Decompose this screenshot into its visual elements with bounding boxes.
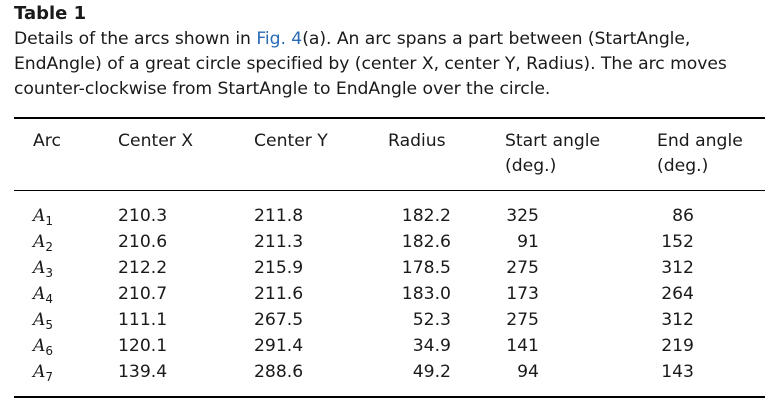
- cell-end-angle: 219: [661, 336, 694, 356]
- caption-text: Details of the arcs shown in: [14, 29, 257, 49]
- header-center-x: Center X: [118, 131, 194, 151]
- cell-end-angle: 264: [661, 284, 694, 304]
- arc-symbol: A: [33, 336, 46, 356]
- header-start-angle-line1: Start angle: [505, 131, 601, 151]
- cell-radius: 182.6: [401, 232, 451, 252]
- cell-start-angle: 94: [517, 362, 539, 382]
- cell-arc: A3: [33, 255, 53, 282]
- cell-arc: A1: [33, 203, 53, 230]
- cell-center-x: 210.3: [118, 206, 168, 226]
- cell-center-x: 139.4: [118, 362, 168, 382]
- cell-radius: 49.2: [412, 362, 451, 382]
- cell-radius: 182.2: [401, 206, 451, 226]
- cell-center-y: 291.4: [254, 336, 304, 356]
- arc-subscript: 4: [45, 292, 54, 306]
- cell-end-angle: 152: [661, 232, 694, 252]
- caption-text: (a). An arc spans a part between (StartA…: [302, 29, 691, 49]
- header-end-angle-line1: End angle: [657, 131, 743, 151]
- cell-radius: 52.3: [412, 310, 451, 330]
- cell-radius: 178.5: [401, 258, 451, 278]
- cell-center-x: 210.7: [118, 284, 168, 304]
- header-arc: Arc: [33, 131, 61, 151]
- cell-center-y: 267.5: [254, 310, 304, 330]
- cell-center-y: 211.8: [254, 206, 304, 226]
- arc-subscript: 7: [45, 370, 54, 384]
- table-title: Table 1: [14, 3, 87, 24]
- header-center-y: Center Y: [254, 131, 328, 151]
- header-end-angle: End angle (deg.): [657, 129, 743, 179]
- arc-symbol: A: [33, 206, 46, 226]
- caption-line-3: counter-clockwise from StartAngle to End…: [14, 79, 551, 99]
- cell-start-angle: 91: [517, 232, 539, 252]
- header-start-angle-line2: (deg.): [505, 156, 557, 176]
- cell-center-x: 111.1: [118, 310, 168, 330]
- caption-line-2: EndAngle) of a great circle specified by…: [14, 54, 727, 74]
- arc-symbol: A: [33, 362, 46, 382]
- cell-radius: 34.9: [412, 336, 451, 356]
- arc-subscript: 2: [45, 240, 54, 254]
- header-radius: Radius: [388, 131, 446, 151]
- cell-arc: A2: [33, 229, 53, 256]
- table-top-rule: [14, 117, 765, 119]
- table-caption: Details of the arcs shown in Fig. 4(a). …: [14, 27, 769, 102]
- cell-end-angle: 143: [661, 362, 694, 382]
- cell-arc: A4: [33, 281, 53, 308]
- cell-center-y: 211.3: [254, 232, 304, 252]
- header-start-angle: Start angle (deg.): [505, 129, 600, 179]
- table-bottom-rule: [14, 396, 765, 398]
- cell-center-y: 211.6: [254, 284, 304, 304]
- cell-end-angle: 312: [661, 258, 694, 278]
- cell-center-y: 215.9: [254, 258, 304, 278]
- cell-start-angle: 275: [506, 310, 539, 330]
- cell-end-angle: 86: [672, 206, 694, 226]
- figure-link[interactable]: Fig. 4: [256, 29, 303, 49]
- cell-radius: 183.0: [401, 284, 451, 304]
- cell-start-angle: 141: [506, 336, 539, 356]
- caption-line-1: Details of the arcs shown in Fig. 4(a). …: [14, 27, 769, 52]
- arc-symbol: A: [33, 284, 46, 304]
- header-end-angle-line2: (deg.): [657, 156, 709, 176]
- cell-center-y: 288.6: [254, 362, 304, 382]
- arc-subscript: 1: [45, 214, 54, 228]
- cell-center-x: 120.1: [118, 336, 168, 356]
- arc-symbol: A: [33, 232, 46, 252]
- arc-symbol: A: [33, 258, 46, 278]
- cell-arc: A5: [33, 307, 53, 334]
- cell-start-angle: 325: [506, 206, 539, 226]
- cell-start-angle: 275: [506, 258, 539, 278]
- cell-arc: A6: [33, 333, 53, 360]
- table-header-rule: [14, 190, 765, 191]
- cell-end-angle: 312: [661, 310, 694, 330]
- cell-arc: A7: [33, 359, 53, 386]
- cell-start-angle: 173: [506, 284, 539, 304]
- cell-center-x: 212.2: [118, 258, 168, 278]
- arc-subscript: 5: [45, 318, 54, 332]
- arc-symbol: A: [33, 310, 46, 330]
- cell-center-x: 210.6: [118, 232, 168, 252]
- arc-subscript: 3: [45, 266, 54, 280]
- arc-subscript: 6: [45, 344, 54, 358]
